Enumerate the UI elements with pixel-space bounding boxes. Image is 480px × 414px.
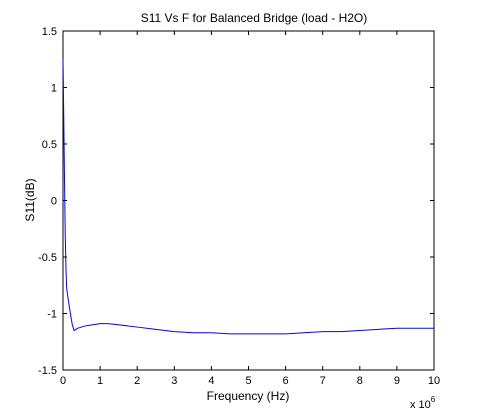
plot-area <box>62 30 435 371</box>
x-tick-label: 4 <box>208 375 214 387</box>
x-tick-label: 8 <box>357 375 363 387</box>
x-tick-label: 1 <box>97 375 103 387</box>
chart-title: S11 Vs F for Balanced Bridge (load - H2O… <box>141 11 368 25</box>
x-tick-label: 9 <box>394 375 400 387</box>
y-tick-label: -0.5 <box>38 252 57 264</box>
x-axis-multiplier: x 106 <box>410 395 436 411</box>
y-axis-ticks: -1.5 -1 -0.5 0 0.5 1 1.5 <box>38 26 434 377</box>
x-tick-label: 2 <box>134 375 140 387</box>
x-tick-label: 5 <box>245 375 251 387</box>
x-tick-label: 0 <box>60 375 66 387</box>
x-tick-label: 6 <box>283 375 289 387</box>
x-tick-label: 7 <box>320 375 326 387</box>
y-tick-label: -1.5 <box>38 365 57 377</box>
s11-series-line <box>62 59 434 335</box>
x-tick-label: 10 <box>428 375 440 387</box>
x-axis-ticks: 0 1 2 3 4 5 6 7 8 9 10 <box>60 31 440 387</box>
x-tick-label: 3 <box>171 375 177 387</box>
x-axis-multiplier-exponent: 6 <box>431 395 436 404</box>
y-tick-label: 1 <box>51 83 57 95</box>
y-tick-label: 0 <box>51 196 57 208</box>
y-axis-label: S11(dB) <box>23 178 37 221</box>
x-axis-label: Frequency (Hz) <box>207 389 290 403</box>
y-tick-label: 1.5 <box>42 26 57 38</box>
x-axis-multiplier-base: x 10 <box>410 399 431 411</box>
y-tick-label: 0.5 <box>42 139 57 151</box>
y-tick-label: -1 <box>47 309 57 321</box>
